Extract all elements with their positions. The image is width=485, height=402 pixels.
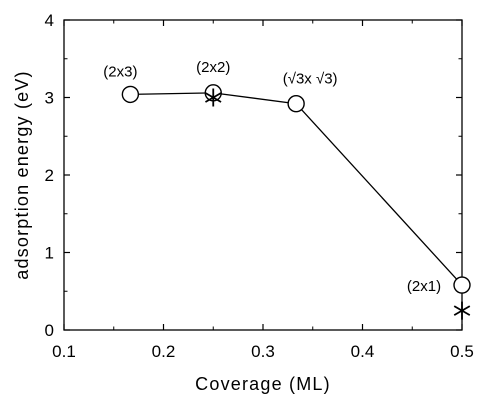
structure-annotation: (√3x √3) [283, 71, 338, 88]
structure-annotation: (2x3) [103, 63, 137, 80]
y-tick-label: 3 [45, 89, 54, 108]
y-tick-label: 1 [45, 244, 54, 263]
x-axis-title: Coverage (ML) [195, 374, 331, 394]
structure-annotation: (2x2) [196, 59, 230, 76]
asterisk-marker [205, 88, 222, 107]
y-tick-label: 2 [45, 166, 54, 185]
x-tick-label: 0.5 [450, 342, 474, 361]
x-tick-label: 0.2 [152, 342, 176, 361]
y-axis-title: adsorption energy (eV) [12, 70, 32, 280]
x-tick-label: 0.1 [52, 342, 76, 361]
circle-marker [453, 276, 471, 294]
x-tick-label: 0.3 [251, 342, 275, 361]
circle-marker [121, 85, 140, 104]
series-line [130, 92, 463, 286]
asterisk-marker [453, 301, 471, 320]
circle-marker [287, 94, 305, 113]
y-tick-label: 4 [45, 11, 54, 30]
y-tick-label: 0 [45, 321, 54, 340]
structure-annotation: (2x1) [407, 278, 441, 295]
x-tick-label: 0.4 [351, 342, 375, 361]
